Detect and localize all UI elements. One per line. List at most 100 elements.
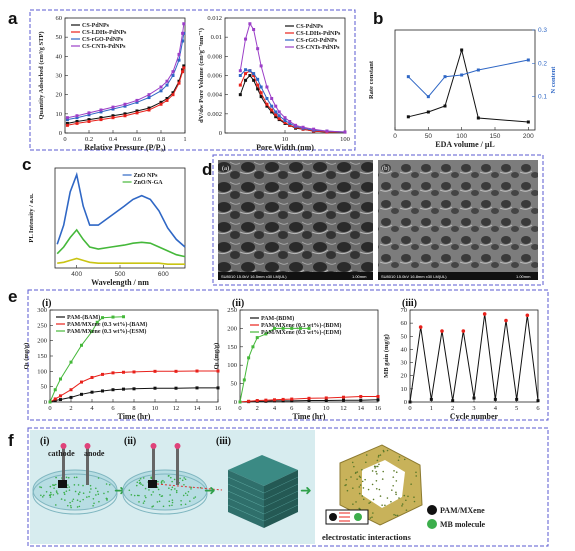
plot-frame	[54, 167, 186, 269]
x-tick-label: 600	[158, 271, 169, 278]
data-point	[281, 326, 285, 330]
particle-dot	[98, 500, 100, 503]
data-point	[264, 332, 268, 336]
particle-dot	[394, 514, 397, 517]
legend-green-dot	[427, 519, 437, 529]
data-point	[324, 399, 328, 403]
y-tick-label: 150	[227, 344, 237, 351]
data-point	[252, 28, 256, 31]
particle-dot	[179, 477, 181, 480]
particle-dot	[352, 487, 354, 489]
chart-e-i: 0 2 4 6 8 10 12 14 16 0 50 100 150 200 250 300 Time (hr)…	[23, 307, 222, 421]
x-tick-label: 100	[456, 133, 467, 140]
data-point	[460, 73, 464, 77]
x-tick-label: 0.6	[133, 136, 142, 143]
data-point	[307, 396, 311, 400]
particle-dot	[65, 476, 68, 479]
data-point	[476, 68, 480, 72]
x-tick-label: 150	[490, 133, 501, 140]
y-tick-label: 20	[401, 373, 408, 380]
particle-dot	[136, 494, 139, 497]
data-point	[99, 118, 103, 122]
data-point	[53, 388, 57, 392]
x-tick-label: 200	[523, 133, 534, 140]
particle-dot	[67, 484, 69, 486]
particle-dot	[375, 470, 377, 473]
y2-tick-label: 0.2	[538, 60, 547, 67]
data-point	[147, 93, 151, 97]
data-point	[277, 114, 281, 118]
data-point	[238, 83, 242, 87]
particle-dot	[133, 494, 136, 497]
data-point	[123, 114, 127, 118]
y-tick-label: 50	[401, 333, 408, 340]
particle-dot	[103, 492, 105, 495]
particle-dot	[354, 471, 357, 474]
data-point	[177, 58, 181, 62]
particle-dot	[45, 490, 48, 493]
roman-e-ii: (ii)	[232, 298, 244, 309]
particle-dot	[374, 467, 376, 469]
data-point	[525, 313, 530, 318]
data-point	[251, 345, 255, 349]
data-point	[111, 105, 115, 109]
data-point	[122, 315, 125, 319]
data-point	[274, 115, 278, 119]
data-point	[75, 114, 79, 118]
particle-dot	[90, 488, 92, 490]
arrow-right-icon-2: ➜	[204, 484, 216, 499]
x-axis-label: Wavelength / nm	[91, 278, 149, 287]
particle-dot	[73, 476, 76, 479]
particle-dot	[415, 475, 418, 477]
particle-dot	[144, 495, 146, 497]
data-point	[472, 396, 476, 400]
data-point	[274, 110, 278, 114]
particle-dot	[76, 499, 79, 501]
panel-label-e: e	[8, 287, 17, 306]
particle-dot	[350, 476, 352, 478]
roman-f-ii: (ii)	[124, 436, 136, 447]
data-point	[259, 95, 263, 99]
x-tick-label: 2	[256, 405, 259, 412]
particle-dot	[162, 479, 164, 482]
particle-dot	[395, 471, 398, 474]
y-axis-label: dV/dw Pore Volume (cm³g⁻¹nm⁻¹)	[198, 28, 205, 123]
particle-dot	[67, 476, 70, 479]
x-tick-label: 1	[183, 136, 186, 143]
data-point	[132, 387, 136, 391]
particle-dot	[140, 483, 142, 485]
data-point	[135, 100, 139, 104]
data-point	[259, 64, 263, 68]
data-point	[59, 377, 62, 381]
plot-frame	[394, 29, 536, 131]
particle-dot	[392, 484, 394, 487]
particle-dot	[136, 481, 139, 484]
data-point	[256, 87, 260, 91]
data-point	[270, 97, 274, 100]
y-tick-label: 0	[59, 130, 62, 137]
data-point	[476, 116, 480, 120]
particle-dot	[369, 501, 372, 504]
x-tick-label: 12	[340, 405, 347, 412]
data-point	[252, 72, 256, 76]
data-point	[288, 120, 292, 123]
data-point	[256, 77, 260, 81]
x-tick-label: 10	[152, 405, 159, 412]
particle-dot	[171, 501, 174, 504]
particle-dot	[150, 476, 152, 479]
particle-dot	[128, 489, 131, 492]
particle-dot	[73, 484, 76, 486]
cube-grid-line	[227, 483, 265, 501]
data-point	[294, 123, 298, 127]
y-tick-label: 250	[37, 322, 47, 329]
data-point	[248, 22, 252, 26]
particle-dot	[345, 484, 347, 486]
x-tick-label: 1	[430, 405, 433, 412]
particle-dot	[53, 487, 55, 489]
series-line	[49, 370, 218, 403]
particle-dot	[180, 499, 182, 502]
data-point	[101, 389, 104, 393]
x-tick-label: 6	[290, 405, 294, 412]
interaction-caption: electrostatic interactions	[322, 532, 412, 542]
data-point	[248, 74, 252, 77]
